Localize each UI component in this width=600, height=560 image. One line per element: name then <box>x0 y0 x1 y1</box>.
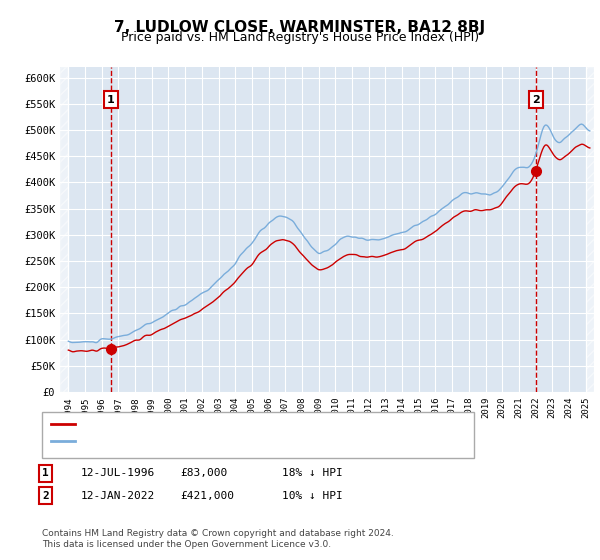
Text: 7, LUDLOW CLOSE, WARMINSTER, BA12 8BJ (detached house): 7, LUDLOW CLOSE, WARMINSTER, BA12 8BJ (d… <box>79 419 416 429</box>
Text: 7, LUDLOW CLOSE, WARMINSTER, BA12 8BJ: 7, LUDLOW CLOSE, WARMINSTER, BA12 8BJ <box>115 20 485 35</box>
Text: 12-JAN-2022: 12-JAN-2022 <box>81 491 155 501</box>
Text: HPI: Average price, detached house, Wiltshire: HPI: Average price, detached house, Wilt… <box>79 436 361 446</box>
Text: 18% ↓ HPI: 18% ↓ HPI <box>282 468 343 478</box>
Text: 2: 2 <box>42 491 49 501</box>
Text: Price paid vs. HM Land Registry's House Price Index (HPI): Price paid vs. HM Land Registry's House … <box>121 31 479 44</box>
Text: 2: 2 <box>532 95 540 105</box>
Text: 12-JUL-1996: 12-JUL-1996 <box>81 468 155 478</box>
Text: 1: 1 <box>107 95 115 105</box>
Text: £83,000: £83,000 <box>180 468 227 478</box>
Text: 10% ↓ HPI: 10% ↓ HPI <box>282 491 343 501</box>
Text: £421,000: £421,000 <box>180 491 234 501</box>
Text: Contains HM Land Registry data © Crown copyright and database right 2024.
This d: Contains HM Land Registry data © Crown c… <box>42 529 394 549</box>
Text: 1: 1 <box>42 468 49 478</box>
